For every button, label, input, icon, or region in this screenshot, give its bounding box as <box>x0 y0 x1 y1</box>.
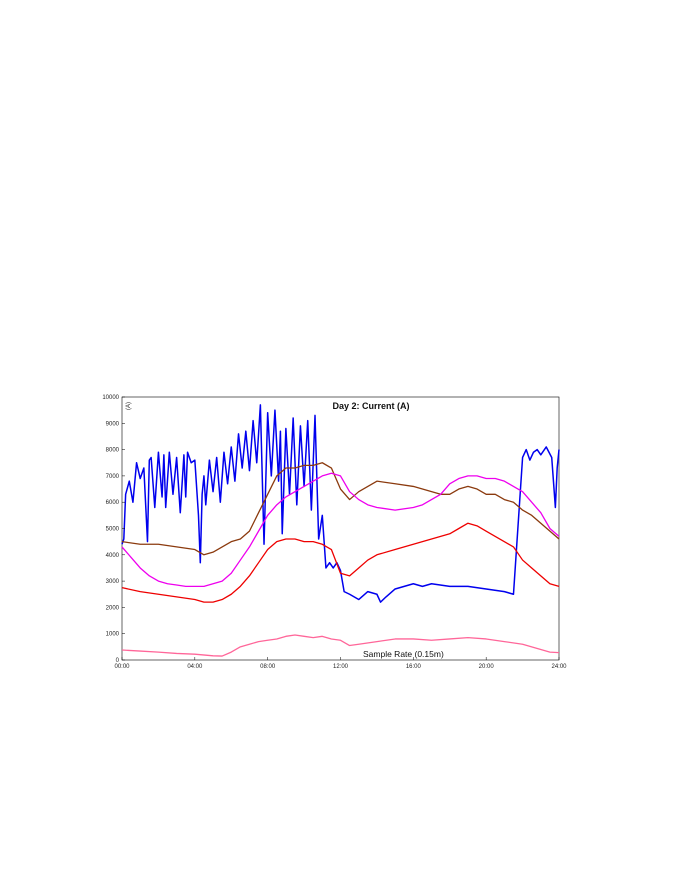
y-tick-label: 4000 <box>106 553 120 559</box>
chart-title: Day 2: Current (A) <box>332 401 409 411</box>
series-line-1 <box>121 404 560 603</box>
y-tick-label: 8000 <box>106 448 120 454</box>
y-tick-label: 3000 <box>106 579 120 585</box>
y-tick-label: 5000 <box>106 527 120 533</box>
x-axis: 00:00 04:00 08:00 12:00 16:00 20:00 24:00 <box>114 657 567 670</box>
series-layer <box>121 404 560 657</box>
y-axis-label: (A) <box>126 402 132 410</box>
y-tick-label: 10000 <box>102 395 119 401</box>
series-line-4 <box>121 522 560 603</box>
x-tick-label: 12:00 <box>333 664 349 670</box>
x-tick-label: 16:00 <box>406 664 422 670</box>
x-tick-label: 04:00 <box>187 664 203 670</box>
series-line-3 <box>121 472 560 588</box>
x-tick-label: 20:00 <box>479 664 495 670</box>
y-tick-label: 7000 <box>106 474 120 480</box>
series-line-2 <box>121 462 560 556</box>
plot-frame <box>121 396 560 661</box>
sample-rate-note: Sample Rate (0.15m) <box>363 649 444 659</box>
y-axis: 0 1000 2000 3000 4000 5000 6000 7000 8000 9000 100… <box>102 395 125 664</box>
x-tick-label: 00:00 <box>114 664 130 670</box>
y-tick-label: 6000 <box>106 500 120 506</box>
x-tick-label: 24:00 <box>551 664 567 670</box>
y-tick-label: 0 <box>116 658 120 664</box>
series-line-5 <box>121 634 560 657</box>
y-tick-label: 2000 <box>106 605 120 611</box>
y-tick-label: 9000 <box>106 421 120 427</box>
y-tick-label: 1000 <box>106 632 120 638</box>
x-tick-label: 08:00 <box>260 664 276 670</box>
